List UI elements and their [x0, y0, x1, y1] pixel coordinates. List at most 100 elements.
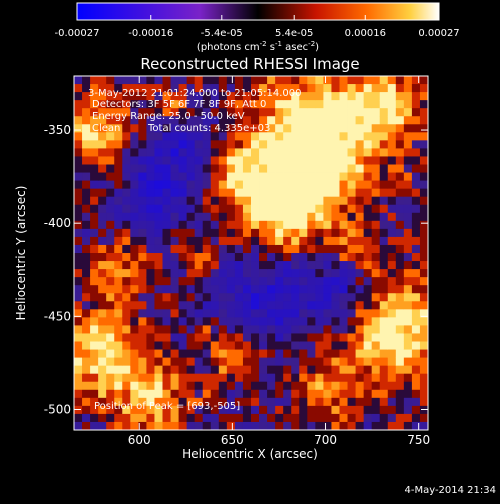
heatmap-cell	[291, 349, 300, 358]
heatmap-cell	[82, 389, 91, 399]
heatmap-cell	[299, 108, 308, 117]
heatmap-cell	[82, 196, 91, 206]
heatmap-cell	[307, 405, 316, 415]
heatmap-cell	[90, 365, 99, 375]
heatmap-cell	[251, 172, 260, 181]
heatmap-cell	[218, 413, 228, 423]
heatmap-cell	[355, 84, 365, 93]
heatmap-cell	[355, 236, 365, 246]
heatmap-cell	[331, 228, 340, 238]
heatmap-cell	[178, 100, 188, 109]
heatmap-cell	[251, 156, 260, 165]
heatmap-cell	[363, 285, 373, 294]
heatmap-cell	[122, 92, 131, 101]
heatmap-cell	[275, 389, 284, 399]
heatmap-cell	[283, 397, 292, 407]
heatmap-cell	[170, 236, 179, 246]
heatmap-cell	[186, 212, 196, 222]
heatmap-cell	[395, 132, 405, 141]
heatmap-cell	[242, 421, 252, 430]
heatmap-cell	[371, 301, 381, 310]
heatmap-cell	[275, 220, 284, 230]
heatmap-cell	[154, 172, 163, 181]
heatmap-cell	[210, 405, 220, 415]
heatmap-cell	[275, 172, 284, 181]
heatmap-cell	[210, 261, 220, 270]
heatmap-cell	[138, 253, 147, 262]
heatmap-cell	[186, 116, 196, 125]
heatmap-cell	[178, 76, 188, 85]
heatmap-cell	[74, 212, 83, 222]
heatmap-cell	[291, 76, 300, 85]
heatmap-cell	[210, 76, 220, 85]
heatmap-cell	[387, 293, 397, 302]
heatmap-cell	[122, 285, 131, 294]
heatmap-cell	[74, 156, 83, 165]
heatmap-cell	[347, 108, 356, 117]
heatmap-cell	[307, 389, 316, 399]
heatmap-cell	[194, 309, 204, 318]
heatmap-cell	[242, 236, 252, 246]
heatmap-cell	[355, 317, 365, 326]
heatmap-cell	[74, 253, 83, 262]
heatmap-cell	[331, 164, 340, 173]
heatmap-cell	[114, 277, 123, 286]
heatmap-cell	[130, 405, 139, 415]
heatmap-cell	[283, 309, 292, 318]
colorbar-tick-label: 0.00027	[418, 28, 459, 39]
heatmap-cell	[363, 333, 373, 342]
heatmap-cell	[194, 373, 204, 383]
heatmap-cell	[218, 220, 228, 230]
heatmap-cell	[98, 148, 107, 157]
heatmap-cell	[379, 373, 389, 383]
heatmap-cell	[347, 100, 356, 109]
heatmap-cell	[259, 140, 268, 149]
heatmap-cell	[331, 357, 340, 367]
heatmap-cell	[74, 309, 83, 318]
heatmap-cell	[106, 116, 115, 125]
heatmap-cell	[379, 389, 389, 399]
heatmap-cell	[339, 397, 348, 407]
heatmap-cell	[226, 220, 236, 230]
heatmap-cell	[291, 116, 300, 125]
heatmap-cell	[275, 301, 284, 310]
heatmap-cell	[202, 365, 212, 375]
heatmap-cell	[226, 180, 236, 190]
heatmap-cell	[146, 261, 155, 270]
heatmap-cell	[259, 349, 268, 358]
heatmap-cell	[186, 172, 196, 181]
heatmap-cell	[379, 285, 389, 294]
heatmap-cell	[122, 108, 131, 117]
heatmap-cell	[122, 317, 131, 326]
heatmap-cell	[210, 100, 220, 109]
heatmap-cell	[331, 236, 340, 246]
heatmap-cell	[98, 389, 107, 399]
heatmap-cell	[82, 421, 91, 430]
heatmap-cell	[170, 196, 179, 206]
heatmap-cell	[242, 261, 252, 270]
heatmap-cell	[299, 148, 308, 157]
heatmap-cell	[275, 124, 284, 133]
heatmap-cell	[267, 405, 276, 415]
heatmap-cell	[387, 405, 397, 415]
heatmap-cell	[379, 164, 389, 173]
heatmap-cell	[178, 413, 188, 423]
heatmap-cell	[122, 156, 131, 165]
heatmap-cell	[170, 140, 179, 149]
heatmap-cell	[226, 389, 236, 399]
heatmap-cell	[202, 180, 212, 190]
heatmap-cell	[226, 309, 236, 318]
heatmap-cell	[138, 357, 147, 367]
heatmap-cell	[363, 132, 373, 141]
heatmap-cell	[283, 301, 292, 310]
heatmap-cell	[339, 180, 348, 190]
heatmap-cell	[74, 76, 83, 85]
heatmap-cell	[307, 333, 316, 342]
heatmap-cell	[154, 76, 163, 85]
heatmap-cell	[339, 220, 348, 230]
heatmap-cell	[106, 244, 115, 254]
heatmap-cell	[234, 204, 244, 214]
heatmap-cell	[347, 365, 356, 375]
heatmap-cell	[106, 301, 115, 310]
heatmap-cell	[347, 333, 356, 342]
